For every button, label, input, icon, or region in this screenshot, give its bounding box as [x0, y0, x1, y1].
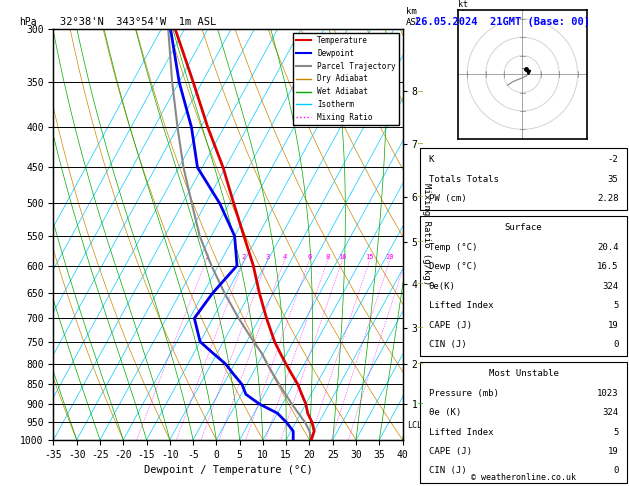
Text: 5: 5 — [613, 301, 618, 310]
Text: Pressure (mb): Pressure (mb) — [429, 389, 499, 398]
Legend: Temperature, Dewpoint, Parcel Trajectory, Dry Adiabat, Wet Adiabat, Isotherm, Mi: Temperature, Dewpoint, Parcel Trajectory… — [292, 33, 399, 125]
Text: 6: 6 — [308, 254, 311, 260]
FancyBboxPatch shape — [420, 148, 627, 210]
Text: 26.05.2024  21GMT (Base: 00): 26.05.2024 21GMT (Base: 00) — [415, 17, 590, 27]
Text: 324: 324 — [603, 282, 618, 291]
Text: 32°38'N  343°54'W  1m ASL: 32°38'N 343°54'W 1m ASL — [60, 17, 216, 27]
Text: —: — — [418, 399, 423, 408]
Text: 324: 324 — [603, 408, 618, 417]
Text: Lifted Index: Lifted Index — [429, 428, 493, 436]
Text: —: — — [418, 323, 423, 332]
Text: CIN (J): CIN (J) — [429, 467, 467, 475]
Text: θe (K): θe (K) — [429, 408, 461, 417]
Text: hPa: hPa — [19, 17, 36, 27]
Text: Totals Totals: Totals Totals — [429, 175, 499, 184]
Text: 0: 0 — [613, 467, 618, 475]
Text: —: — — [418, 139, 423, 148]
Text: θe(K): θe(K) — [429, 282, 455, 291]
Text: 35: 35 — [608, 175, 618, 184]
Text: km
ASL: km ASL — [406, 7, 422, 27]
Text: © weatheronline.co.uk: © weatheronline.co.uk — [471, 473, 576, 482]
Text: —: — — [418, 87, 423, 96]
Text: Temp (°C): Temp (°C) — [429, 243, 477, 252]
Text: 2.28: 2.28 — [597, 194, 618, 203]
Text: CIN (J): CIN (J) — [429, 340, 467, 349]
FancyBboxPatch shape — [420, 362, 627, 483]
Text: kt: kt — [458, 0, 468, 9]
X-axis label: Dewpoint / Temperature (°C): Dewpoint / Temperature (°C) — [143, 465, 313, 475]
FancyBboxPatch shape — [420, 216, 627, 356]
Text: 10: 10 — [338, 254, 347, 260]
Text: 19: 19 — [608, 447, 618, 456]
Text: PW (cm): PW (cm) — [429, 194, 467, 203]
Text: CAPE (J): CAPE (J) — [429, 321, 472, 330]
Text: 4: 4 — [282, 254, 287, 260]
Text: 3: 3 — [265, 254, 269, 260]
Text: 20.4: 20.4 — [597, 243, 618, 252]
Text: 19: 19 — [608, 321, 618, 330]
Text: —: — — [418, 192, 423, 201]
Text: 16.5: 16.5 — [597, 262, 618, 271]
Text: Surface: Surface — [505, 224, 542, 232]
Text: 0: 0 — [613, 340, 618, 349]
Text: Most Unstable: Most Unstable — [489, 369, 559, 378]
Y-axis label: Mixing Ratio (g/kg): Mixing Ratio (g/kg) — [422, 183, 431, 286]
Text: 1: 1 — [204, 254, 209, 260]
Text: CAPE (J): CAPE (J) — [429, 447, 472, 456]
Text: —: — — [418, 238, 423, 246]
Text: Lifted Index: Lifted Index — [429, 301, 493, 310]
Text: 2: 2 — [242, 254, 246, 260]
Text: LCL: LCL — [407, 421, 421, 431]
Text: —: — — [418, 279, 423, 288]
Text: —: — — [418, 359, 423, 368]
Text: K: K — [429, 156, 434, 164]
Text: 5: 5 — [613, 428, 618, 436]
Text: 15: 15 — [365, 254, 374, 260]
Text: 8: 8 — [326, 254, 330, 260]
Text: Dewp (°C): Dewp (°C) — [429, 262, 477, 271]
Text: 20: 20 — [386, 254, 394, 260]
Text: -2: -2 — [608, 156, 618, 164]
Text: 1023: 1023 — [597, 389, 618, 398]
